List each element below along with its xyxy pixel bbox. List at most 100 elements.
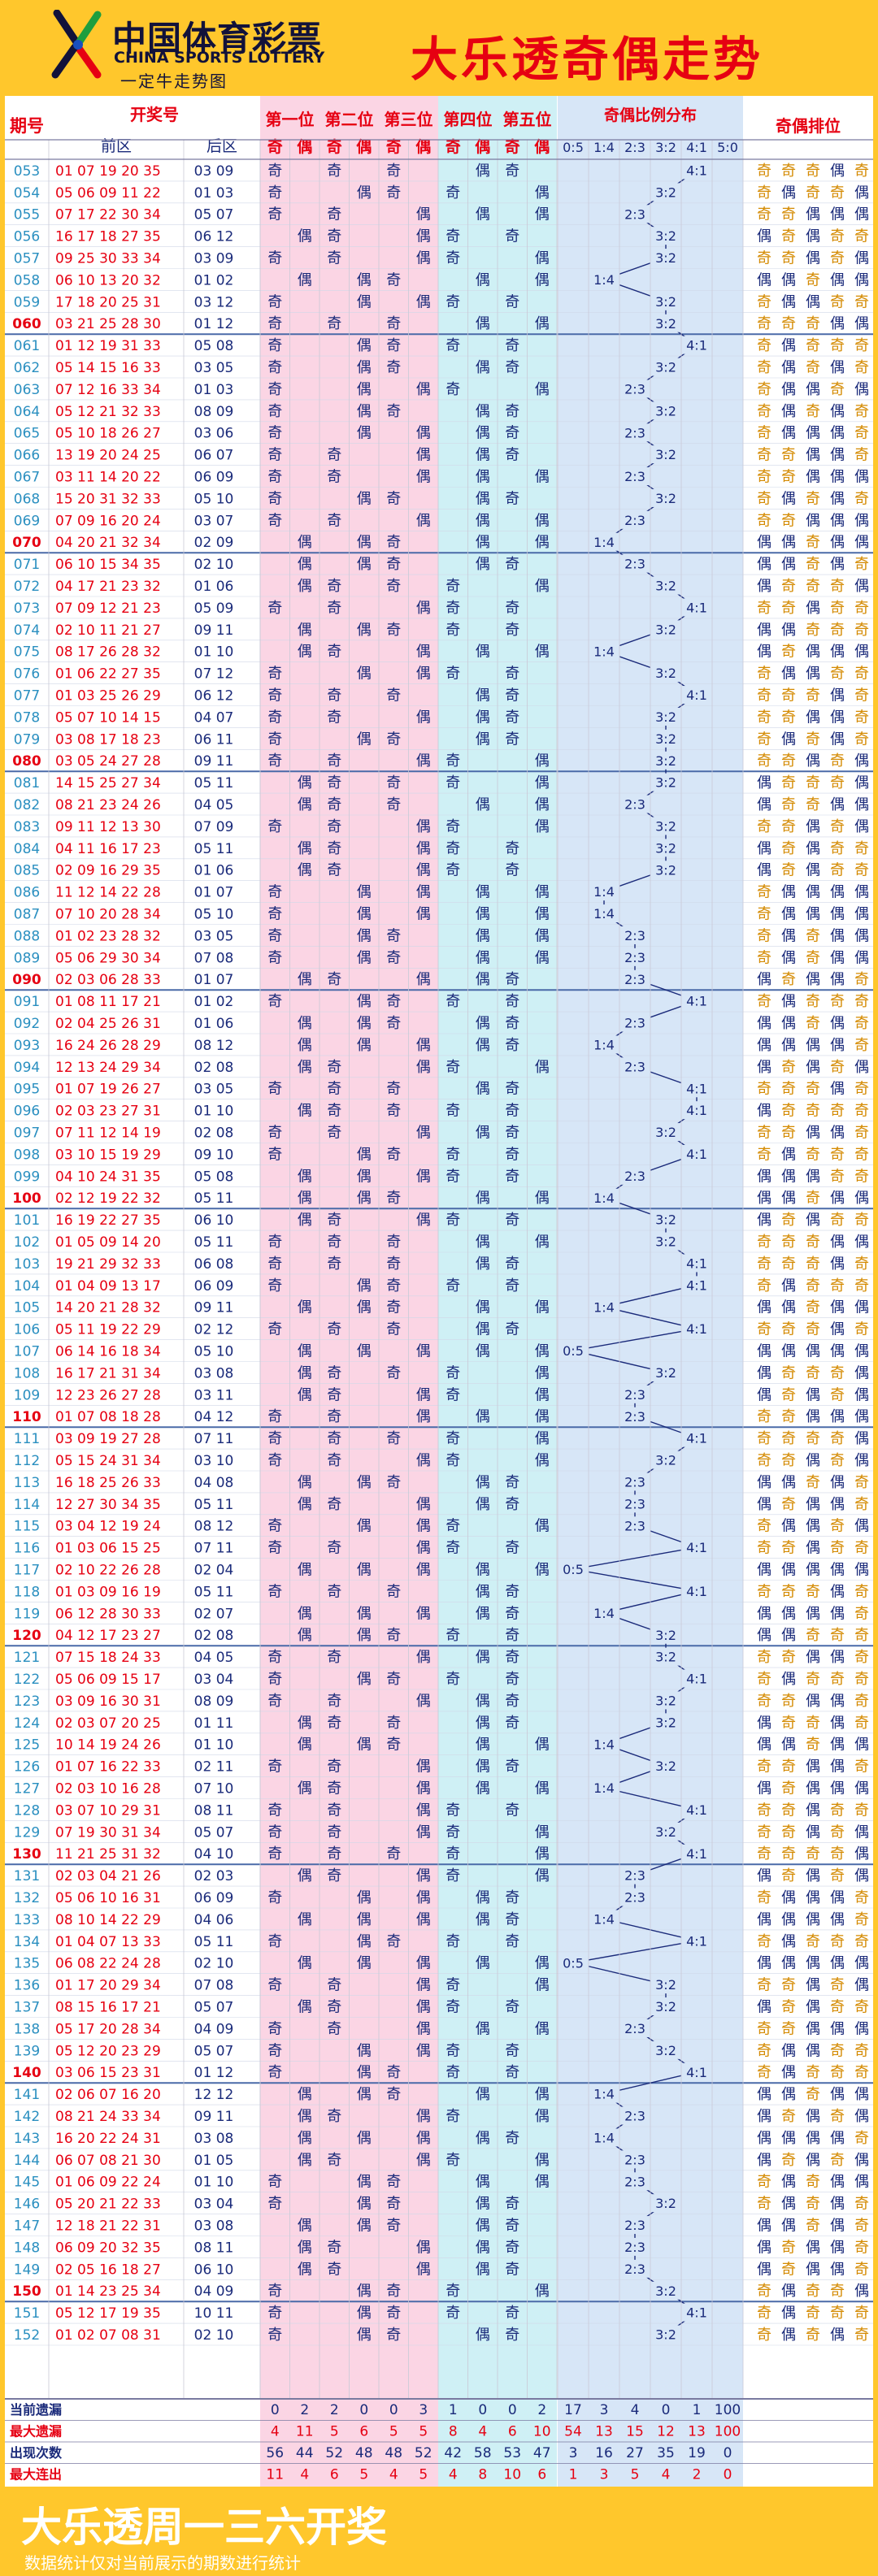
parity-mark-pos1: 奇 bbox=[267, 425, 282, 442]
order-mark: 奇 bbox=[781, 2108, 796, 2125]
order-mark: 偶 bbox=[830, 1321, 845, 1338]
order-mark: 偶 bbox=[806, 250, 820, 267]
parity-mark-pos5: 奇 bbox=[505, 1277, 519, 1295]
front-numbers-cell: 07 11 12 14 19 bbox=[55, 1125, 161, 1142]
front-numbers-cell: 03 04 12 19 24 bbox=[55, 1519, 161, 1535]
back-numbers-cell: 06 10 bbox=[194, 2262, 234, 2278]
stats-value: 2 bbox=[537, 2402, 546, 2418]
front-numbers-cell: 07 19 30 31 34 bbox=[55, 1824, 161, 1841]
parity-mark-pos3: 奇 bbox=[386, 1845, 401, 1863]
ratio-label: 4:1 bbox=[686, 2065, 707, 2080]
parity-mark-pos3: 奇 bbox=[386, 1321, 401, 1338]
back-numbers-cell: 01 07 bbox=[194, 972, 234, 988]
order-mark: 偶 bbox=[781, 534, 796, 551]
order-mark: 偶 bbox=[830, 469, 845, 486]
order-mark: 偶 bbox=[757, 1737, 772, 1754]
ratio-label: 4:1 bbox=[686, 1933, 707, 1949]
parity-mark-pos2: 偶 bbox=[357, 927, 372, 944]
back-numbers-cell: 03 05 bbox=[194, 360, 234, 376]
parity-mark-pos1: 偶 bbox=[298, 862, 312, 879]
stats-position-bg bbox=[379, 2399, 438, 2487]
order-mark: 奇 bbox=[757, 1845, 772, 1863]
parity-mark-pos3: 奇 bbox=[386, 796, 401, 813]
ratio-label-bg bbox=[589, 642, 619, 661]
parity-mark-pos5: 奇 bbox=[505, 731, 519, 748]
order-mark: 奇 bbox=[806, 315, 820, 332]
front-numbers-cell: 12 27 30 34 35 bbox=[55, 1497, 161, 1513]
period-cell: 092 bbox=[14, 1016, 40, 1032]
order-mark: 奇 bbox=[854, 666, 869, 683]
parity-mark-pos1: 偶 bbox=[298, 1212, 312, 1229]
order-mark: 奇 bbox=[757, 1540, 772, 1557]
parity-mark-pos1: 偶 bbox=[298, 1386, 312, 1403]
order-mark: 偶 bbox=[757, 1299, 772, 1316]
order-mark: 偶 bbox=[806, 1867, 820, 1884]
parity-mark-pos3: 偶 bbox=[416, 1780, 431, 1798]
order-mark: 偶 bbox=[854, 884, 869, 901]
period-cell: 099 bbox=[14, 1169, 40, 1185]
order-mark: 奇 bbox=[757, 1518, 772, 1535]
parity-mark-pos2: 偶 bbox=[357, 1627, 372, 1644]
parity-mark-pos1: 奇 bbox=[267, 512, 282, 529]
back-numbers-cell: 08 11 bbox=[194, 2240, 234, 2256]
ratio-label-bg bbox=[558, 1560, 589, 1579]
parity-mark-pos2: 偶 bbox=[357, 1277, 372, 1295]
front-numbers-cell: 02 10 22 26 28 bbox=[55, 1563, 161, 1579]
parity-mark-pos4: 偶 bbox=[476, 534, 490, 551]
ratio-label: 3:2 bbox=[655, 360, 676, 375]
parity-mark-pos5: 奇 bbox=[505, 1715, 519, 1732]
parity-mark-pos1: 偶 bbox=[298, 1343, 312, 1360]
parity-mark-pos3: 偶 bbox=[416, 2261, 431, 2278]
period-cell: 053 bbox=[14, 163, 40, 180]
order-mark: 偶 bbox=[757, 2152, 772, 2169]
order-mark: 偶 bbox=[781, 666, 796, 683]
order-mark: 奇 bbox=[757, 2042, 772, 2059]
parity-mark-pos3: 奇 bbox=[386, 949, 401, 966]
parity-mark-pos2: 奇 bbox=[327, 840, 341, 857]
order-mark: 偶 bbox=[854, 1518, 869, 1535]
order-mark: 偶 bbox=[830, 731, 845, 748]
stats-ratio-value: 3 bbox=[600, 2467, 609, 2483]
period-cell: 059 bbox=[14, 294, 40, 310]
order-mark: 奇 bbox=[806, 403, 820, 420]
parity-mark-pos2: 偶 bbox=[357, 2064, 372, 2081]
order-mark: 奇 bbox=[830, 1999, 845, 2016]
parity-mark-pos3: 奇 bbox=[386, 1737, 401, 1754]
stats-value: 8 bbox=[449, 2424, 458, 2440]
order-mark: 奇 bbox=[830, 381, 845, 398]
ratio-label: 0:5 bbox=[563, 1343, 584, 1359]
order-mark: 偶 bbox=[781, 271, 796, 288]
parity-mark-pos1: 偶 bbox=[298, 1190, 312, 1207]
parity-mark-pos2: 奇 bbox=[327, 250, 341, 267]
parity-mark-pos2: 奇 bbox=[327, 228, 341, 245]
trend-table-panel: 期号 开奖号 前区 后区 第一位奇偶第二位奇偶第三位奇偶第四位奇偶第五位奇偶奇偶比例分布… bbox=[5, 96, 873, 2487]
ratio-label: 3:2 bbox=[655, 862, 676, 878]
parity-mark-pos5: 奇 bbox=[505, 1759, 519, 1776]
stats-ratio-value: 100 bbox=[715, 2402, 741, 2418]
ratio-label: 3:2 bbox=[655, 2196, 676, 2211]
ratio-label-bg bbox=[619, 1516, 650, 1535]
parity-mark-pos1: 奇 bbox=[267, 1802, 282, 1819]
back-numbers-cell: 01 12 bbox=[194, 316, 234, 332]
order-mark: 偶 bbox=[830, 1693, 845, 1710]
parity-mark-pos4: 奇 bbox=[446, 1059, 460, 1076]
parity-mark-pos5: 偶 bbox=[535, 512, 550, 529]
front-numbers-cell: 06 10 13 20 32 bbox=[55, 272, 161, 288]
stats-value: 11 bbox=[266, 2467, 284, 2483]
parity-mark-pos1: 偶 bbox=[298, 534, 312, 551]
order-mark: 偶 bbox=[806, 206, 820, 223]
back-numbers-cell: 02 04 bbox=[194, 1563, 234, 1579]
ratio-label: 0:5 bbox=[563, 1955, 584, 1971]
parity-mark-pos3: 奇 bbox=[386, 578, 401, 595]
period-cell: 140 bbox=[12, 2065, 41, 2081]
order-mark: 偶 bbox=[806, 1693, 820, 1710]
order-mark: 偶 bbox=[830, 1562, 845, 1579]
ratio-label-bg bbox=[619, 2259, 650, 2278]
ratio-label-bg bbox=[589, 1035, 619, 1054]
order-mark: 奇 bbox=[781, 163, 796, 180]
back-numbers-cell: 01 03 bbox=[194, 185, 234, 202]
parity-mark-pos3: 奇 bbox=[386, 927, 401, 944]
order-mark: 奇 bbox=[757, 2283, 772, 2300]
order-mark: 偶 bbox=[830, 1583, 845, 1600]
order-mark: 偶 bbox=[806, 1759, 820, 1776]
